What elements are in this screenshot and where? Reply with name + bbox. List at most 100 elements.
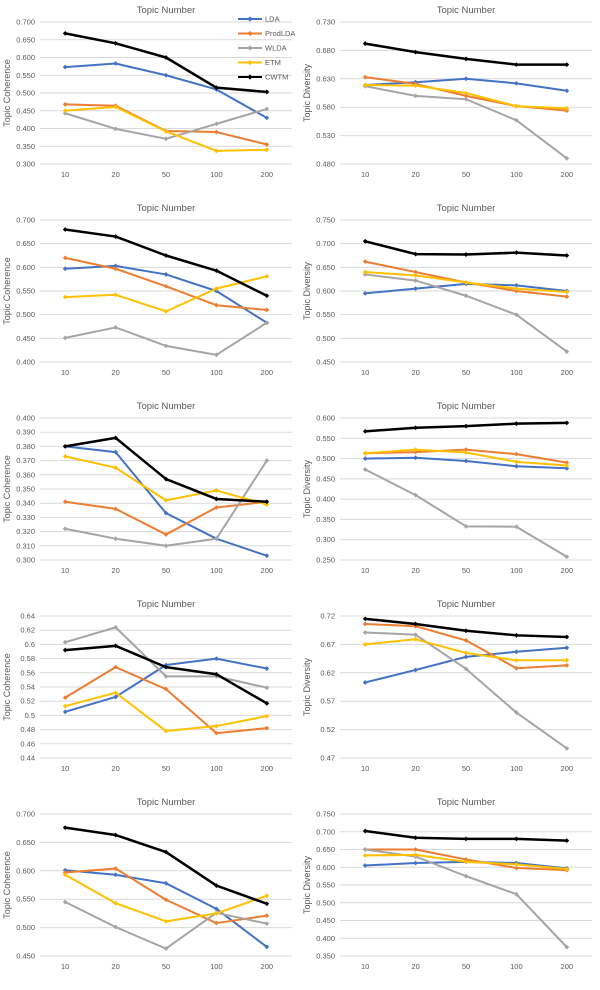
- marker-prodlda: [214, 129, 219, 135]
- marker-wlda: [514, 891, 519, 897]
- marker-etm: [413, 852, 418, 858]
- y-tick-label: 0.680: [316, 46, 335, 55]
- chart-row1-topic-coherence: Topic Number Topic Coherence 0.300 0.350 0…: [0, 0, 300, 198]
- y-axis-label: Topic Coherence: [2, 851, 12, 919]
- x-tick-label: 50: [462, 566, 470, 575]
- x-tick-label: 200: [561, 170, 574, 179]
- marker-cwtm: [463, 423, 469, 429]
- y-tick-label: 0.550: [16, 895, 35, 904]
- marker-wlda: [62, 110, 68, 116]
- marker-prodlda: [362, 74, 368, 80]
- marker-cwtm: [413, 621, 418, 627]
- chart-row3-topic-diversity: Topic Number Topic Diversity 0.250 0.300 0…: [300, 396, 600, 594]
- y-tick-label: 0.450: [16, 334, 35, 343]
- y-tick-label: 0.600: [16, 263, 35, 272]
- legend-marker: [247, 16, 253, 22]
- x-tick-label: 100: [510, 368, 523, 377]
- y-tick-label: 0.750: [316, 216, 335, 225]
- marker-cwtm: [564, 634, 570, 640]
- y-tick-label: 0.380: [16, 442, 35, 451]
- y-tick-label: 0.750: [316, 810, 335, 819]
- x-tick-label: 200: [561, 368, 574, 377]
- y-tick-label: 0.730: [316, 18, 335, 27]
- y-tick-label: 0.320: [16, 527, 35, 536]
- legend-label: WLDA: [265, 44, 287, 53]
- marker-etm: [413, 83, 418, 89]
- chart-row4-topic-coherence: Topic Number Topic Coherence 0.44 0.46 0.4…: [0, 594, 300, 792]
- x-tick-label: 50: [162, 170, 170, 179]
- marker-lda: [264, 944, 270, 950]
- marker-lda: [163, 272, 169, 277]
- chart-title: Topic Number: [137, 401, 196, 412]
- y-axis-label: Topic Diversity: [302, 261, 312, 320]
- marker-cwtm: [113, 40, 118, 46]
- marker-cwtm: [214, 883, 219, 888]
- marker-cwtm: [264, 700, 270, 706]
- marker-etm: [62, 872, 68, 878]
- y-tick-label: 0.650: [316, 263, 335, 272]
- marker-cwtm: [413, 425, 418, 431]
- y-tick-label: 0.500: [316, 334, 335, 343]
- y-tick-label: 0.400: [316, 495, 335, 504]
- marker-wlda: [163, 343, 169, 349]
- plot-area: Topic Number Topic Diversity 0.450 0.500 0…: [302, 203, 592, 377]
- marker-cwtm: [362, 238, 368, 244]
- marker-etm: [564, 463, 570, 468]
- marker-cwtm: [463, 836, 469, 842]
- marker-cwtm: [163, 664, 169, 670]
- y-tick-label: 0.350: [16, 485, 35, 494]
- marker-prodlda: [413, 449, 418, 455]
- chart-title: Topic Number: [137, 599, 196, 610]
- series-line-etm: [64, 691, 268, 733]
- x-tick-label: 20: [111, 764, 119, 773]
- chart-row2-topic-diversity: Topic Number Topic Diversity 0.450 0.500 0…: [300, 198, 600, 396]
- marker-etm: [113, 465, 118, 471]
- series-line-cwtm: [63, 32, 269, 94]
- marker-prodlda: [264, 307, 270, 313]
- marker-prodlda: [214, 730, 219, 736]
- marker-lda: [463, 458, 469, 464]
- x-tick-label: 50: [462, 170, 470, 179]
- marker-cwtm: [264, 89, 270, 95]
- marker-etm: [362, 269, 368, 275]
- y-tick-label: 0.400: [316, 934, 335, 943]
- x-tick-label: 20: [411, 566, 419, 575]
- marker-cwtm: [113, 643, 118, 649]
- y-tick-label: 0.550: [316, 434, 335, 443]
- x-tick-label: 20: [411, 170, 419, 179]
- chart-title: Topic Number: [137, 203, 196, 214]
- marker-prodlda: [214, 302, 219, 308]
- marker-cwtm: [463, 628, 469, 634]
- marker-etm: [214, 911, 219, 916]
- marker-prodlda: [214, 920, 219, 926]
- marker-wlda: [163, 136, 169, 142]
- marker-cwtm: [564, 420, 570, 426]
- marker-wlda: [564, 155, 570, 161]
- chart-title: Topic Number: [137, 5, 196, 16]
- marker-etm: [113, 104, 118, 110]
- marker-etm: [463, 650, 469, 656]
- marker-lda: [564, 645, 570, 651]
- x-tick-label: 10: [361, 962, 369, 971]
- marker-wlda: [264, 921, 270, 927]
- y-tick-label: 0.450: [16, 106, 35, 115]
- y-tick-label: 0.400: [16, 124, 35, 133]
- y-tick-label: 0.350: [316, 952, 335, 961]
- y-tick-label: 0.54: [20, 683, 35, 692]
- marker-wlda: [113, 924, 118, 930]
- y-tick-label: 0.550: [16, 71, 35, 80]
- marker-cwtm: [214, 671, 219, 677]
- x-tick-label: 50: [162, 764, 170, 773]
- y-tick-label: 0.56: [20, 668, 35, 677]
- marker-wlda: [62, 639, 68, 645]
- x-tick-label: 10: [61, 962, 69, 971]
- plot-area: Topic Number Topic Coherence 0.300 0.350 0…: [2, 5, 295, 179]
- marker-wlda: [463, 666, 469, 672]
- y-tick-label: 0.480: [316, 160, 335, 169]
- marker-etm: [413, 447, 418, 453]
- chart-row2-topic-coherence: Topic Number Topic Coherence 0.400 0.450 0…: [0, 198, 300, 396]
- y-tick-label: 0.650: [316, 845, 335, 854]
- marker-etm: [514, 862, 519, 867]
- legend-marker: [247, 30, 253, 37]
- marker-etm: [564, 657, 570, 663]
